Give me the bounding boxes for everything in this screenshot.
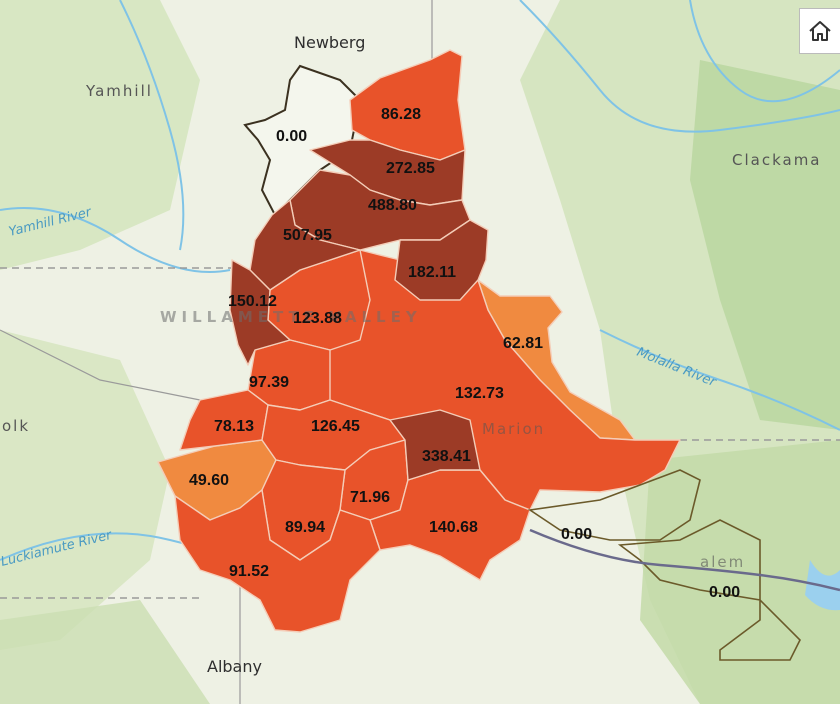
zone-value-z9: 62.81 bbox=[503, 335, 543, 352]
zone-z12[interactable] bbox=[179, 389, 269, 451]
zone-z5[interactable] bbox=[249, 199, 361, 291]
zone-value-z2: 0.00 bbox=[276, 128, 307, 145]
district-boundary bbox=[529, 528, 840, 592]
zone-value-z17: 89.94 bbox=[285, 519, 325, 536]
region-label-valley: WILLAMETTE VALLEY bbox=[160, 308, 422, 326]
zone-value-z18: 140.68 bbox=[429, 519, 478, 536]
zone-value-z1: 86.28 bbox=[381, 106, 421, 123]
zone-value-z14: 338.41 bbox=[422, 448, 471, 465]
zone-value-z3: 272.85 bbox=[386, 160, 435, 177]
zone-value-z19: 91.52 bbox=[229, 563, 269, 580]
zone-value-z10: 97.39 bbox=[249, 374, 289, 391]
zone-value-z11: 132.73 bbox=[455, 385, 504, 402]
county-lines bbox=[0, 267, 840, 599]
zone-z1[interactable] bbox=[349, 49, 466, 161]
zone-value-z12: 78.13 bbox=[214, 418, 254, 435]
home-icon bbox=[809, 21, 831, 41]
zone-value-z20: 0.00 bbox=[561, 526, 592, 543]
forest-shade-east-deep bbox=[690, 60, 840, 430]
zone-value-z16: 71.96 bbox=[350, 489, 390, 506]
river-lines bbox=[0, 0, 840, 561]
home-button[interactable] bbox=[799, 8, 840, 54]
zone-z21[interactable] bbox=[617, 519, 801, 661]
place-label-salem: alem bbox=[700, 553, 745, 571]
zone-z20[interactable] bbox=[527, 469, 701, 541]
zone-z7[interactable] bbox=[229, 259, 291, 366]
zone-value-z15: 49.60 bbox=[189, 472, 229, 489]
forest-shade-southwest bbox=[0, 330, 170, 650]
zone-outlines-southeast bbox=[527, 469, 801, 661]
zone-value-z21: 0.00 bbox=[709, 584, 740, 601]
zone-value-z6: 182.11 bbox=[408, 264, 456, 281]
zone-z6[interactable] bbox=[394, 219, 489, 301]
zone-value-z13: 126.45 bbox=[311, 418, 360, 435]
zone-value-z4: 488.80 bbox=[368, 197, 417, 214]
zone-value-z7: 150.12 bbox=[228, 293, 277, 310]
zone-value-z8: 123.88 bbox=[293, 310, 342, 327]
zone-z14[interactable] bbox=[389, 409, 481, 481]
zone-z19[interactable] bbox=[174, 489, 381, 633]
place-label-marion: Marion bbox=[482, 420, 545, 438]
forest-shade-south bbox=[0, 600, 210, 704]
place-label-albany: Albany bbox=[207, 657, 262, 676]
zone-value-z5: 507.95 bbox=[283, 227, 332, 244]
place-label-polk: olk bbox=[2, 417, 30, 435]
place-label-clackamas: Clackama bbox=[732, 151, 822, 169]
place-label-newberg: Newberg bbox=[294, 33, 365, 52]
place-label-yamhill: Yamhill bbox=[85, 82, 153, 100]
